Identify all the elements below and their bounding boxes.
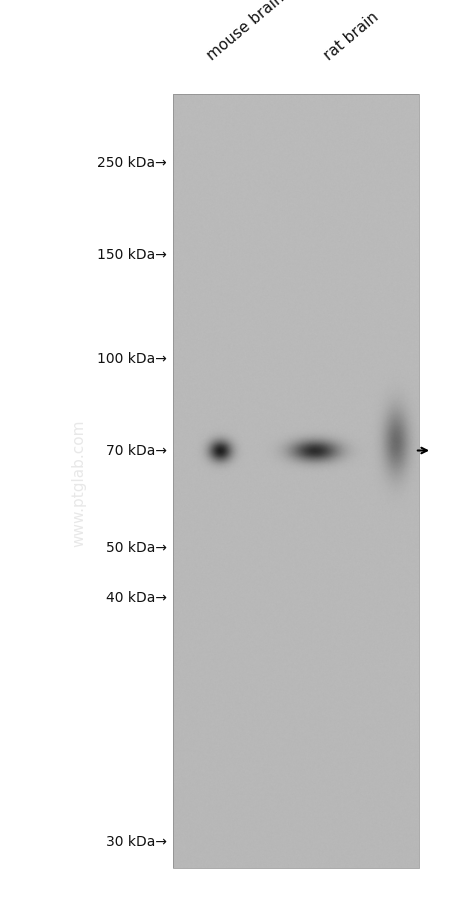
Text: 50 kDa→: 50 kDa→	[105, 540, 166, 555]
Bar	[173, 95, 418, 868]
Text: 40 kDa→: 40 kDa→	[105, 590, 166, 604]
Text: www.ptglab.com: www.ptglab.com	[71, 419, 86, 547]
Text: 250 kDa→: 250 kDa→	[97, 155, 166, 170]
Text: 150 kDa→: 150 kDa→	[97, 247, 166, 262]
Text: rat brain: rat brain	[321, 9, 381, 63]
Text: 30 kDa→: 30 kDa→	[105, 833, 166, 848]
Text: 70 kDa→: 70 kDa→	[105, 444, 166, 458]
Text: 100 kDa→: 100 kDa→	[97, 352, 166, 366]
Text: mouse brain: mouse brain	[204, 0, 287, 63]
